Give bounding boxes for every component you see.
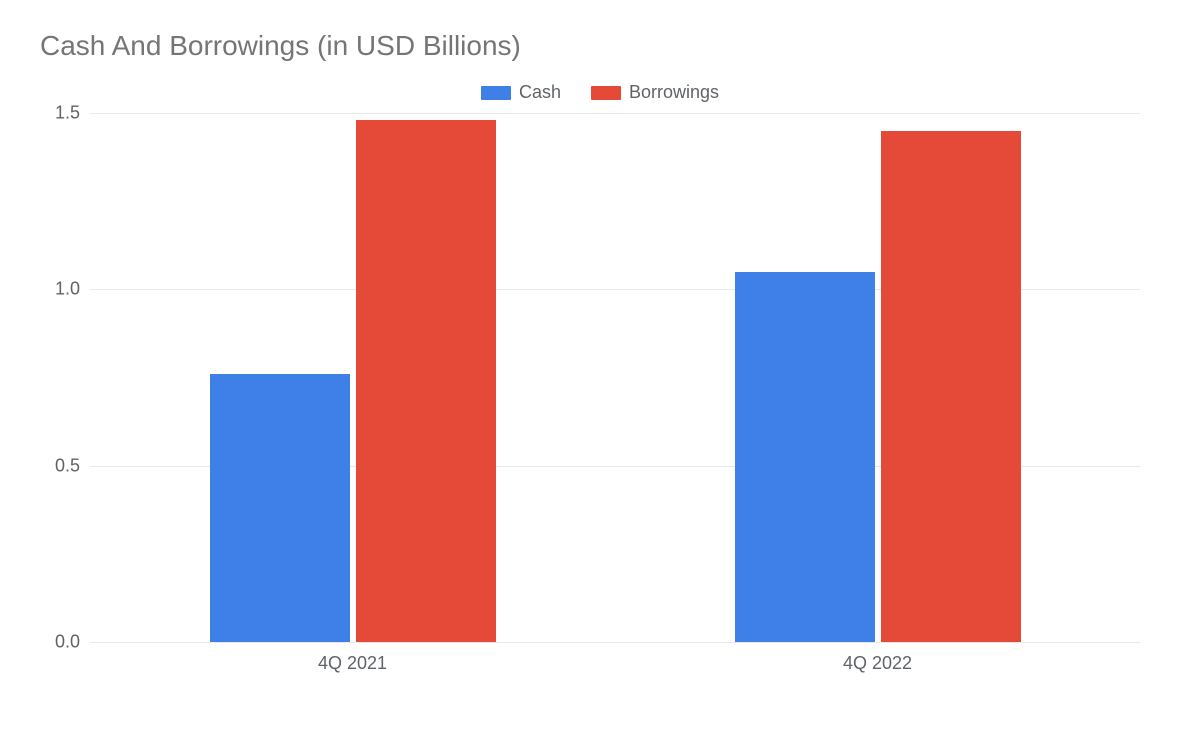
bar-cash-4q2022 <box>735 272 875 642</box>
y-tick-label: 1.5 <box>40 103 80 124</box>
x-label-4q2022: 4Q 2022 <box>615 643 1140 683</box>
bar-borrowings-4q2021 <box>356 120 496 642</box>
legend-item-borrowings: Borrowings <box>591 82 719 103</box>
legend-swatch-cash <box>481 86 511 100</box>
group-4q2021 <box>90 113 615 642</box>
y-tick-label: 0.5 <box>40 455 80 476</box>
legend-swatch-borrowings <box>591 86 621 100</box>
bar-borrowings-4q2022 <box>881 131 1021 642</box>
plot-area: 0.0 0.5 1.0 1.5 <box>90 113 1140 643</box>
x-label-4q2021: 4Q 2021 <box>90 643 615 683</box>
chart-area: 0.0 0.5 1.0 1.5 4Q 2021 4Q 2022 <box>90 113 1140 683</box>
legend-item-cash: Cash <box>481 82 561 103</box>
legend-label-cash: Cash <box>519 82 561 103</box>
bar-cash-4q2021 <box>210 374 350 642</box>
bar-groups <box>90 113 1140 642</box>
group-4q2022 <box>615 113 1140 642</box>
y-tick-label: 1.0 <box>40 279 80 300</box>
legend: Cash Borrowings <box>40 82 1160 103</box>
legend-label-borrowings: Borrowings <box>629 82 719 103</box>
x-axis-labels: 4Q 2021 4Q 2022 <box>90 643 1140 683</box>
y-tick-label: 0.0 <box>40 632 80 653</box>
chart-title: Cash And Borrowings (in USD Billions) <box>40 30 1160 62</box>
